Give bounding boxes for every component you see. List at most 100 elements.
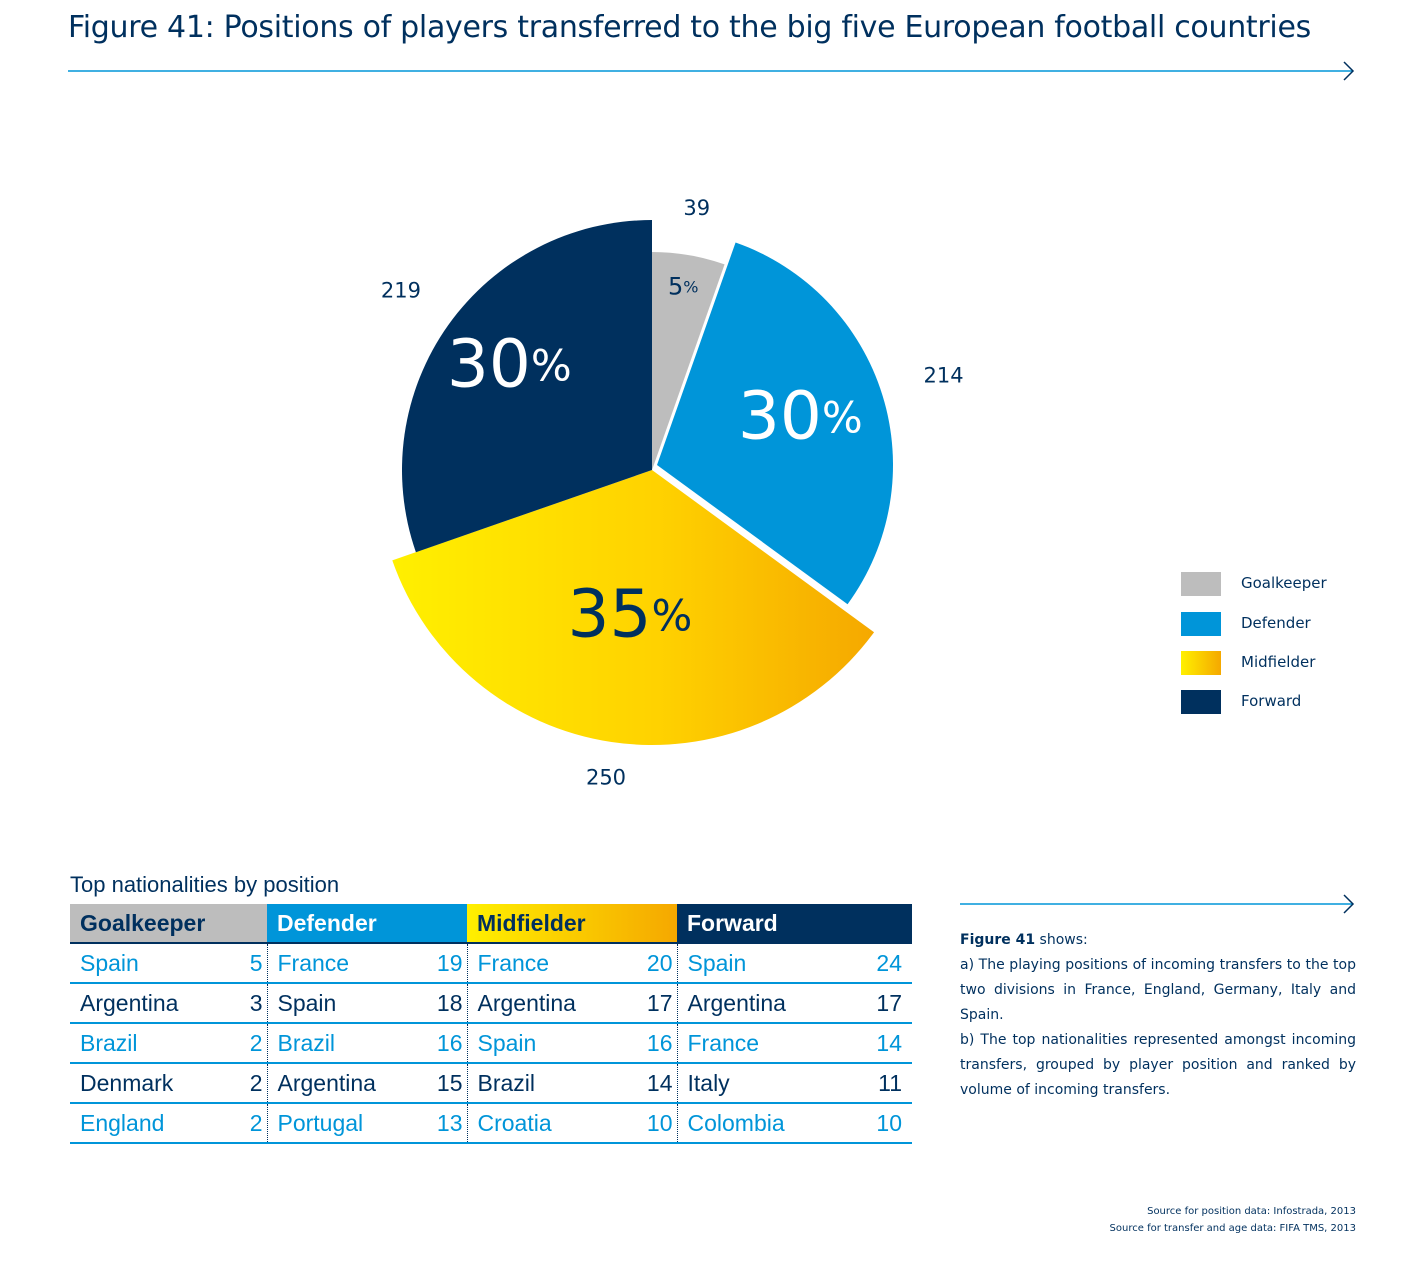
legend-swatch-forward bbox=[1181, 690, 1221, 714]
table-row: Argentina 3 Spain 18 Argentina 17 Argentina 17 bbox=[70, 983, 912, 1024]
country-name: Spain bbox=[477, 1029, 537, 1056]
pie-value-label-midfielder: 250 bbox=[586, 766, 626, 790]
table-title: Top nationalities by position bbox=[70, 872, 340, 897]
title-arrow-rule bbox=[68, 61, 1355, 81]
pie-percent-label-forward: 30% bbox=[447, 326, 572, 403]
pie-percent-label-goalkeeper: 5% bbox=[668, 273, 698, 301]
legend-swatch-midfielder bbox=[1181, 651, 1221, 675]
table-cell-forward: Spain 24 bbox=[676, 943, 912, 984]
source-position-data: Source for position data: Infostrada, 20… bbox=[1147, 1206, 1356, 1217]
table-cell-midfielder: Argentina 17 bbox=[466, 983, 677, 1024]
country-name: Argentina bbox=[277, 1069, 376, 1096]
table-row: England 2 Portugal 13 Croatia 10 Colombia 10 bbox=[70, 1103, 912, 1144]
legend-label-forward: Forward bbox=[1241, 692, 1302, 710]
transfer-count: 3 bbox=[249, 989, 263, 1016]
table-cell-goalkeeper: Denmark 2 bbox=[70, 1063, 267, 1104]
header-midfielder: Midfielder bbox=[467, 904, 677, 944]
table-cell-goalkeeper: Brazil 2 bbox=[70, 1023, 267, 1064]
legend-item-goalkeeper: Goalkeeper bbox=[1181, 572, 1381, 596]
legend-swatch-goalkeeper bbox=[1181, 572, 1221, 596]
country-name: Argentina bbox=[80, 989, 179, 1016]
transfer-count: 2 bbox=[249, 1029, 263, 1056]
transfer-count: 5 bbox=[249, 949, 263, 976]
description-a: a) The playing positions of incoming tra… bbox=[960, 957, 1356, 1023]
page-title: Figure 41: Positions of players transfer… bbox=[68, 10, 1311, 45]
description-arrow-rule bbox=[960, 894, 1355, 914]
country-name: Italy bbox=[687, 1069, 730, 1096]
pie-slice-forward bbox=[402, 220, 652, 553]
transfer-count: 13 bbox=[436, 1109, 463, 1136]
pie-slice-defender bbox=[657, 242, 893, 605]
header-forward: Forward bbox=[677, 904, 912, 944]
transfer-count: 16 bbox=[646, 1029, 673, 1056]
table-cell-midfielder: Brazil 14 bbox=[466, 1063, 677, 1104]
country-name: France bbox=[277, 949, 350, 976]
nationalities-table: Goalkeeper Defender Midfielder Forward S… bbox=[70, 904, 912, 1144]
country-name: Brazil bbox=[277, 1029, 336, 1056]
country-name: France bbox=[687, 1029, 760, 1056]
country-name: Croatia bbox=[477, 1109, 552, 1136]
country-name: Brazil bbox=[80, 1029, 138, 1056]
transfer-count: 18 bbox=[436, 989, 463, 1016]
transfer-count: 17 bbox=[876, 989, 902, 1016]
transfer-count: 10 bbox=[876, 1109, 902, 1136]
pie-value-label-goalkeeper: 39 bbox=[683, 196, 710, 220]
country-name: Colombia bbox=[687, 1109, 785, 1136]
transfer-count: 20 bbox=[646, 949, 673, 976]
table-cell-defender: Argentina 15 bbox=[266, 1063, 467, 1104]
transfer-count: 17 bbox=[646, 989, 673, 1016]
country-name: Spain bbox=[687, 949, 747, 976]
legend-label-defender: Defender bbox=[1241, 614, 1311, 632]
pie-percent-label-midfielder: 35% bbox=[567, 575, 692, 652]
transfer-count: 11 bbox=[878, 1069, 902, 1096]
country-name: Portugal bbox=[277, 1109, 364, 1136]
pie-slice-midfielder bbox=[392, 470, 875, 745]
table-cell-forward: France 14 bbox=[676, 1023, 912, 1064]
country-name: Spain bbox=[277, 989, 337, 1016]
legend-item-midfielder: Midfielder bbox=[1181, 651, 1381, 675]
table-cell-defender: Brazil 16 bbox=[266, 1023, 467, 1064]
transfer-count: 19 bbox=[436, 949, 463, 976]
table-row: Brazil 2 Brazil 16 Spain 16 France 14 bbox=[70, 1023, 912, 1064]
transfer-count: 24 bbox=[876, 949, 902, 976]
table-cell-goalkeeper: England 2 bbox=[70, 1103, 267, 1144]
table-cell-midfielder: Croatia 10 bbox=[466, 1103, 677, 1144]
table-cell-midfielder: Spain 16 bbox=[466, 1023, 677, 1064]
pie-slice-goalkeeper bbox=[652, 252, 725, 470]
legend-label-goalkeeper: Goalkeeper bbox=[1241, 574, 1327, 592]
table-cell-forward: Colombia 10 bbox=[676, 1103, 912, 1144]
pie-value-label-defender: 214 bbox=[924, 363, 964, 387]
description-lead-rest: shows: bbox=[1035, 932, 1088, 948]
header-defender: Defender bbox=[267, 904, 467, 944]
pie-value-label-forward: 219 bbox=[381, 279, 421, 303]
source-transfer-data: Source for transfer and age data: FIFA T… bbox=[1109, 1223, 1356, 1234]
legend-swatch-defender bbox=[1181, 612, 1221, 636]
transfer-count: 2 bbox=[249, 1109, 263, 1136]
country-name: France bbox=[477, 949, 550, 976]
transfer-count: 14 bbox=[646, 1069, 673, 1096]
table-cell-defender: Spain 18 bbox=[266, 983, 467, 1024]
figure-description: Figure 41 shows: a) The playing position… bbox=[960, 928, 1356, 1103]
legend-item-forward: Forward bbox=[1181, 690, 1381, 714]
country-name: Brazil bbox=[477, 1069, 536, 1096]
table-cell-midfielder: France 20 bbox=[466, 943, 677, 984]
table-cell-defender: Portugal 13 bbox=[266, 1103, 467, 1144]
country-name: Denmark bbox=[80, 1069, 174, 1096]
table-cell-forward: Italy 11 bbox=[676, 1063, 912, 1104]
description-b: b) The top nationalities represented amo… bbox=[960, 1032, 1356, 1098]
country-name: Argentina bbox=[477, 989, 576, 1016]
transfer-count: 16 bbox=[436, 1029, 463, 1056]
legend-item-defender: Defender bbox=[1181, 612, 1381, 636]
country-name: Spain bbox=[80, 949, 139, 976]
transfer-count: 10 bbox=[646, 1109, 673, 1136]
transfer-count: 14 bbox=[876, 1029, 902, 1056]
country-name: England bbox=[80, 1109, 165, 1136]
table-row: Denmark 2 Argentina 15 Brazil 14 Italy 11 bbox=[70, 1063, 912, 1104]
header-goalkeeper: Goalkeeper bbox=[70, 904, 267, 944]
table-cell-goalkeeper: Spain 5 bbox=[70, 943, 267, 984]
legend-label-midfielder: Midfielder bbox=[1241, 653, 1316, 671]
transfer-count: 2 bbox=[249, 1069, 263, 1096]
country-name: Argentina bbox=[687, 989, 786, 1016]
table-cell-forward: Argentina 17 bbox=[676, 983, 912, 1024]
pie-chart: 5% 39 30% 214 35% 250 30% 219 bbox=[381, 196, 964, 790]
